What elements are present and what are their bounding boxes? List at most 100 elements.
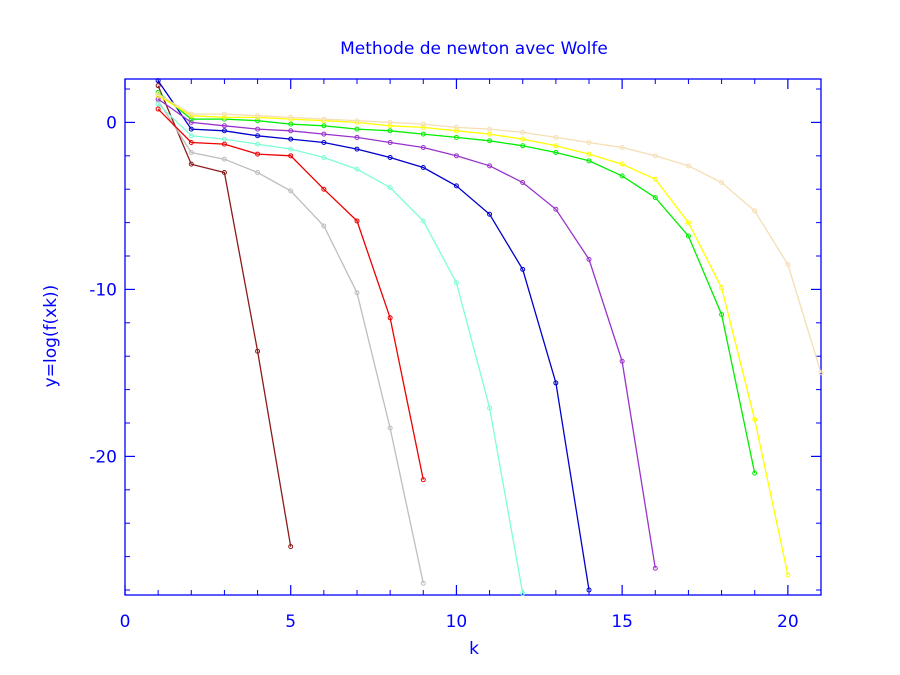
- data-point: [221, 111, 227, 117]
- data-point: [586, 587, 592, 593]
- data-point: [619, 173, 625, 179]
- data-point: [288, 128, 294, 134]
- data-point: [752, 470, 758, 476]
- data-point: [685, 233, 691, 239]
- data-point: [288, 188, 294, 194]
- data-point: [685, 220, 691, 226]
- data-point: [520, 266, 526, 272]
- data-point: [188, 111, 194, 117]
- data-point: [420, 121, 426, 127]
- data-point: [387, 154, 393, 160]
- data-point: [520, 590, 526, 596]
- data-point: [387, 128, 393, 134]
- data-point: [420, 165, 426, 171]
- data-point: [221, 141, 227, 147]
- data-point: [453, 124, 459, 130]
- data-point: [155, 91, 161, 97]
- series-9: [155, 91, 824, 376]
- data-point: [288, 544, 294, 550]
- data-point: [487, 126, 493, 132]
- data-point: [354, 134, 360, 140]
- data-point: [321, 223, 327, 229]
- data-point: [321, 186, 327, 192]
- data-point: [288, 114, 294, 120]
- data-point: [255, 133, 261, 139]
- series-line: [157, 91, 756, 474]
- series-line: [157, 80, 590, 591]
- series-5: [155, 78, 592, 593]
- data-point: [387, 425, 393, 431]
- data-point: [520, 136, 526, 142]
- data-point: [354, 290, 360, 296]
- data-point: [321, 131, 327, 137]
- data-point: [553, 149, 559, 155]
- series-line: [157, 93, 822, 374]
- data-point: [487, 131, 493, 137]
- data-point: [719, 285, 725, 291]
- data-point: [619, 144, 625, 150]
- data-point: [619, 161, 625, 167]
- data-point: [354, 218, 360, 224]
- series-line: [157, 100, 424, 584]
- data-point: [188, 119, 194, 125]
- data-point: [387, 139, 393, 145]
- data-point: [719, 311, 725, 317]
- data-point: [487, 163, 493, 169]
- axis-ticks: 0 5 10 15 20 0 -10 -20: [89, 79, 822, 632]
- data-point: [155, 106, 161, 112]
- data-point: [221, 170, 227, 176]
- x-tick-label: 5: [285, 612, 296, 632]
- data-point: [652, 195, 658, 201]
- series-line: [157, 103, 524, 594]
- data-point: [453, 153, 459, 159]
- data-point: [719, 180, 725, 186]
- data-point: [785, 261, 791, 267]
- data-point: [652, 176, 658, 182]
- series-line: [157, 108, 424, 480]
- data-point: [354, 146, 360, 152]
- data-point: [321, 154, 327, 160]
- data-point: [188, 149, 194, 155]
- data-point: [785, 572, 791, 578]
- data-point: [453, 183, 459, 189]
- chart-title: Methode de newton avec Wolfe: [340, 39, 608, 59]
- y-tick-label: -20: [89, 447, 117, 467]
- data-point: [453, 134, 459, 140]
- data-point: [520, 143, 526, 149]
- data-point: [288, 146, 294, 152]
- data-point: [255, 141, 261, 147]
- y-tick-label: -10: [89, 280, 117, 300]
- data-point: [255, 126, 261, 132]
- data-point: [321, 139, 327, 145]
- data-point: [321, 116, 327, 122]
- data-point: [188, 133, 194, 139]
- data-point: [188, 116, 194, 122]
- data-point: [288, 121, 294, 127]
- series-2: [155, 98, 426, 586]
- data-point: [321, 123, 327, 129]
- data-point: [155, 78, 161, 84]
- data-point: [520, 129, 526, 135]
- data-point: [354, 166, 360, 172]
- series-3: [155, 106, 426, 483]
- data-point: [387, 185, 393, 191]
- data-point: [420, 131, 426, 137]
- data-point: [387, 315, 393, 321]
- data-point: [685, 163, 691, 169]
- y-tick-label: 0: [106, 113, 117, 133]
- data-point: [387, 123, 393, 129]
- data-point: [487, 138, 493, 144]
- data-point: [619, 358, 625, 364]
- data-point: [221, 136, 227, 142]
- data-point: [188, 126, 194, 132]
- y-axis-label: y=log(f(xk)): [41, 285, 61, 388]
- data-point: [420, 144, 426, 150]
- data-point: [255, 151, 261, 157]
- data-point: [188, 139, 194, 145]
- data-point: [553, 134, 559, 140]
- data-point: [288, 136, 294, 142]
- data-point: [255, 113, 261, 119]
- x-tick-label: 15: [611, 612, 633, 632]
